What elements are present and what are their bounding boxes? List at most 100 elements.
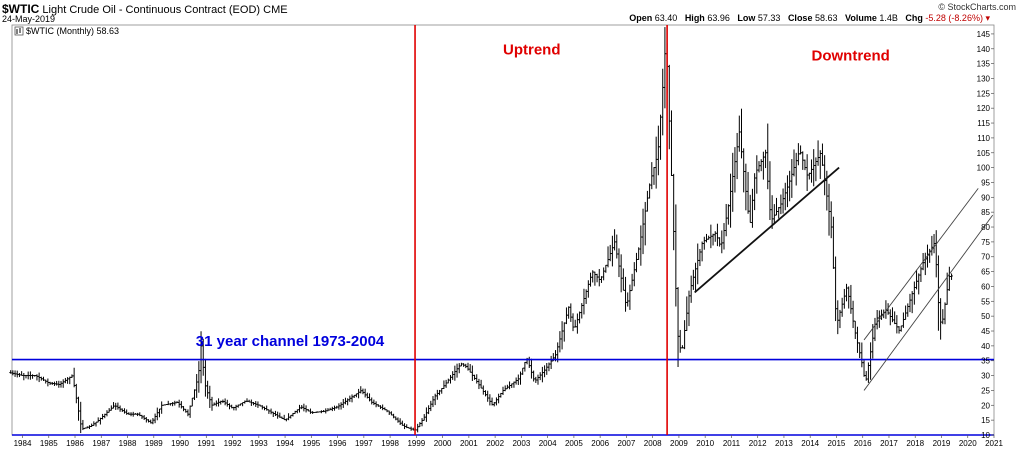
volume-label: Volume <box>845 13 877 23</box>
y-tick-label: 115 <box>977 119 990 128</box>
x-tick-label: 2001 <box>460 439 478 448</box>
ohlc-bar <box>720 230 724 254</box>
high-label: High <box>684 13 705 23</box>
ohlc-bar <box>497 393 501 404</box>
x-tick-label: 2020 <box>959 439 977 448</box>
chg-value: -5.28 (-8.26%) <box>925 13 983 23</box>
ohlc-bar <box>805 154 809 192</box>
legend-label: $WTIC (Monthly) 58.63 <box>26 26 119 36</box>
ohlc-bar <box>718 237 722 247</box>
low-label: Low <box>737 13 756 23</box>
ohlc-bar <box>593 271 597 286</box>
ohlc-bar <box>674 204 678 307</box>
trend-annotation: Downtrend <box>812 48 890 65</box>
ohlc-bar <box>654 136 658 189</box>
ohlc-bar <box>204 358 207 397</box>
ohlc-bar <box>941 309 945 325</box>
ohlc-bar <box>567 306 571 319</box>
ohlc-bar <box>726 204 730 225</box>
y-tick-label: 85 <box>981 208 990 217</box>
ohlc-bar <box>947 266 951 291</box>
chart-title: $WTIC Light Crude Oil - Continuous Contr… <box>2 2 288 16</box>
ohlc-bar <box>917 273 921 295</box>
ohlc-bar <box>858 342 862 359</box>
y-tick-label: 80 <box>981 223 990 232</box>
ohlc-bar <box>416 423 420 433</box>
chg-label: Chg <box>905 13 923 23</box>
close-label: Close <box>787 13 813 23</box>
ohlc-bar <box>269 408 273 415</box>
ohlc-bar <box>549 355 553 369</box>
ohlc-bar <box>298 404 301 413</box>
ohlc-bar <box>772 204 776 225</box>
ohlc-bar <box>484 390 487 397</box>
open-value: 63.40 <box>654 13 678 23</box>
y-tick-label: 130 <box>977 74 991 83</box>
ohlc-bar <box>856 326 859 353</box>
ohlc-bar <box>427 405 431 415</box>
ohlc-bar <box>621 268 625 291</box>
ohlc-bar <box>74 383 78 404</box>
y-tick-label: 65 <box>981 268 990 277</box>
ohlc-bar <box>112 402 115 409</box>
ohlc-bar <box>873 317 877 342</box>
y-tick-label: 70 <box>981 253 990 262</box>
y-tick-label: 60 <box>981 282 990 291</box>
ohlc-bar <box>812 149 816 187</box>
ohlc-bar <box>147 419 150 423</box>
ohlc-bar <box>814 157 818 182</box>
ohlc-bar <box>753 173 757 211</box>
ohlc-bar <box>950 273 953 280</box>
ohlc-bar <box>22 373 26 381</box>
ohlc-bar <box>418 422 422 428</box>
ohlc-bar <box>742 148 746 193</box>
ohlc-bar <box>821 143 824 166</box>
y-tick-label: 135 <box>977 60 991 69</box>
ohlc-bar <box>374 401 378 408</box>
ohlc-bar <box>589 272 592 287</box>
ohlc-bar <box>361 388 365 395</box>
ohlc-bar <box>565 307 568 325</box>
ohlc-bar <box>775 197 778 216</box>
ohlc-bar <box>840 297 844 317</box>
ohlc-bar <box>536 374 540 385</box>
ohlc-bar <box>930 235 934 256</box>
symbol: $WTIC <box>2 2 40 16</box>
ohlc-bar <box>862 360 866 377</box>
ohlc-bar <box>934 230 938 278</box>
ohlc-bar <box>396 417 400 423</box>
ohlc-bar <box>845 283 848 302</box>
x-tick-label: 1991 <box>197 439 215 448</box>
ohlc-bar <box>197 361 201 393</box>
ohlc-bar <box>689 275 693 303</box>
ohlc-bar <box>276 411 280 419</box>
ohlc-bar <box>646 190 649 212</box>
ohlc-bar <box>737 115 741 152</box>
ohlc-bar <box>558 331 562 353</box>
ohlc-bar <box>451 371 455 380</box>
ohlc-bar <box>611 235 614 267</box>
ohlc-bar <box>455 363 459 378</box>
ohlc-bar <box>915 269 918 290</box>
ohlc-bar <box>939 298 943 340</box>
ohlc-bar <box>514 377 518 385</box>
x-tick-label: 2018 <box>906 439 924 448</box>
ohlc-bar <box>503 385 507 392</box>
ohlc-bar <box>495 397 498 406</box>
x-tick-label: 2006 <box>591 439 609 448</box>
ohlc-bar <box>79 401 83 434</box>
ohlc-bar <box>55 380 59 386</box>
ohlc-bar <box>790 159 794 198</box>
ohlc-bar <box>105 410 109 417</box>
ohlc-bar <box>394 416 398 421</box>
ohlc-bar <box>783 182 787 211</box>
ohlc-bar <box>488 394 492 406</box>
y-tick-label: 25 <box>981 386 990 395</box>
ohlc-bar <box>464 363 468 369</box>
ohlc-bar <box>694 262 697 292</box>
ohlc-bar <box>88 425 91 430</box>
ohlc-bar <box>759 159 763 172</box>
ohlc-bar <box>902 312 905 328</box>
ohlc-bar <box>831 216 835 269</box>
ohlc-bar <box>836 300 840 335</box>
